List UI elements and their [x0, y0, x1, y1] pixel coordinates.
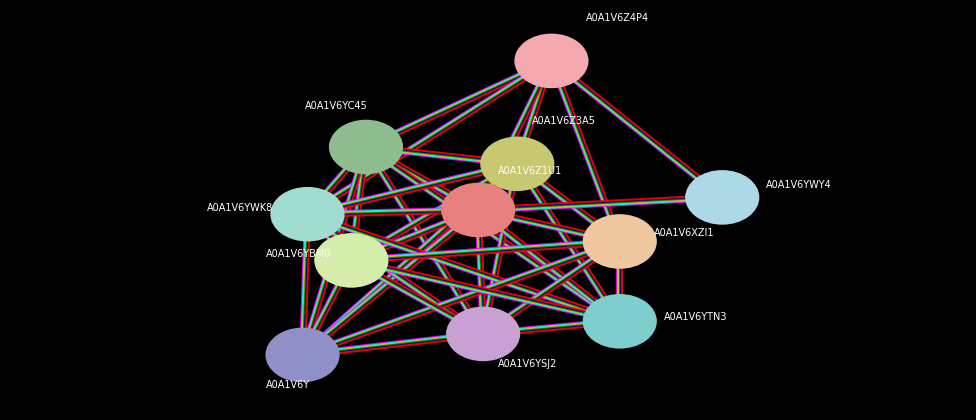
- Text: A0A1V6YWY4: A0A1V6YWY4: [766, 180, 832, 190]
- Text: A0A1V6YC45: A0A1V6YC45: [305, 101, 368, 111]
- Text: A0A1V6Z1U1: A0A1V6Z1U1: [498, 166, 562, 176]
- Text: A0A1V6Z4P4: A0A1V6Z4P4: [586, 13, 649, 23]
- Ellipse shape: [270, 187, 345, 242]
- Text: A0A1V6YSJ2: A0A1V6YSJ2: [498, 359, 557, 369]
- Ellipse shape: [583, 294, 657, 349]
- Text: A0A1V6YTN3: A0A1V6YTN3: [664, 312, 727, 322]
- Ellipse shape: [329, 120, 403, 174]
- Text: A0A1V6YBM0: A0A1V6YBM0: [266, 249, 332, 259]
- Text: A0A1V6Y: A0A1V6Y: [265, 380, 310, 390]
- Ellipse shape: [446, 307, 520, 361]
- Text: A0A1V6XZI1: A0A1V6XZI1: [654, 228, 714, 238]
- Ellipse shape: [480, 136, 554, 191]
- Ellipse shape: [514, 34, 589, 88]
- Ellipse shape: [441, 183, 515, 237]
- Text: A0A1V6YWK8: A0A1V6YWK8: [207, 203, 273, 213]
- Ellipse shape: [685, 170, 759, 225]
- Ellipse shape: [583, 214, 657, 269]
- Ellipse shape: [265, 328, 340, 382]
- Text: A0A1V6Z3A5: A0A1V6Z3A5: [532, 116, 595, 126]
- Ellipse shape: [314, 233, 388, 288]
